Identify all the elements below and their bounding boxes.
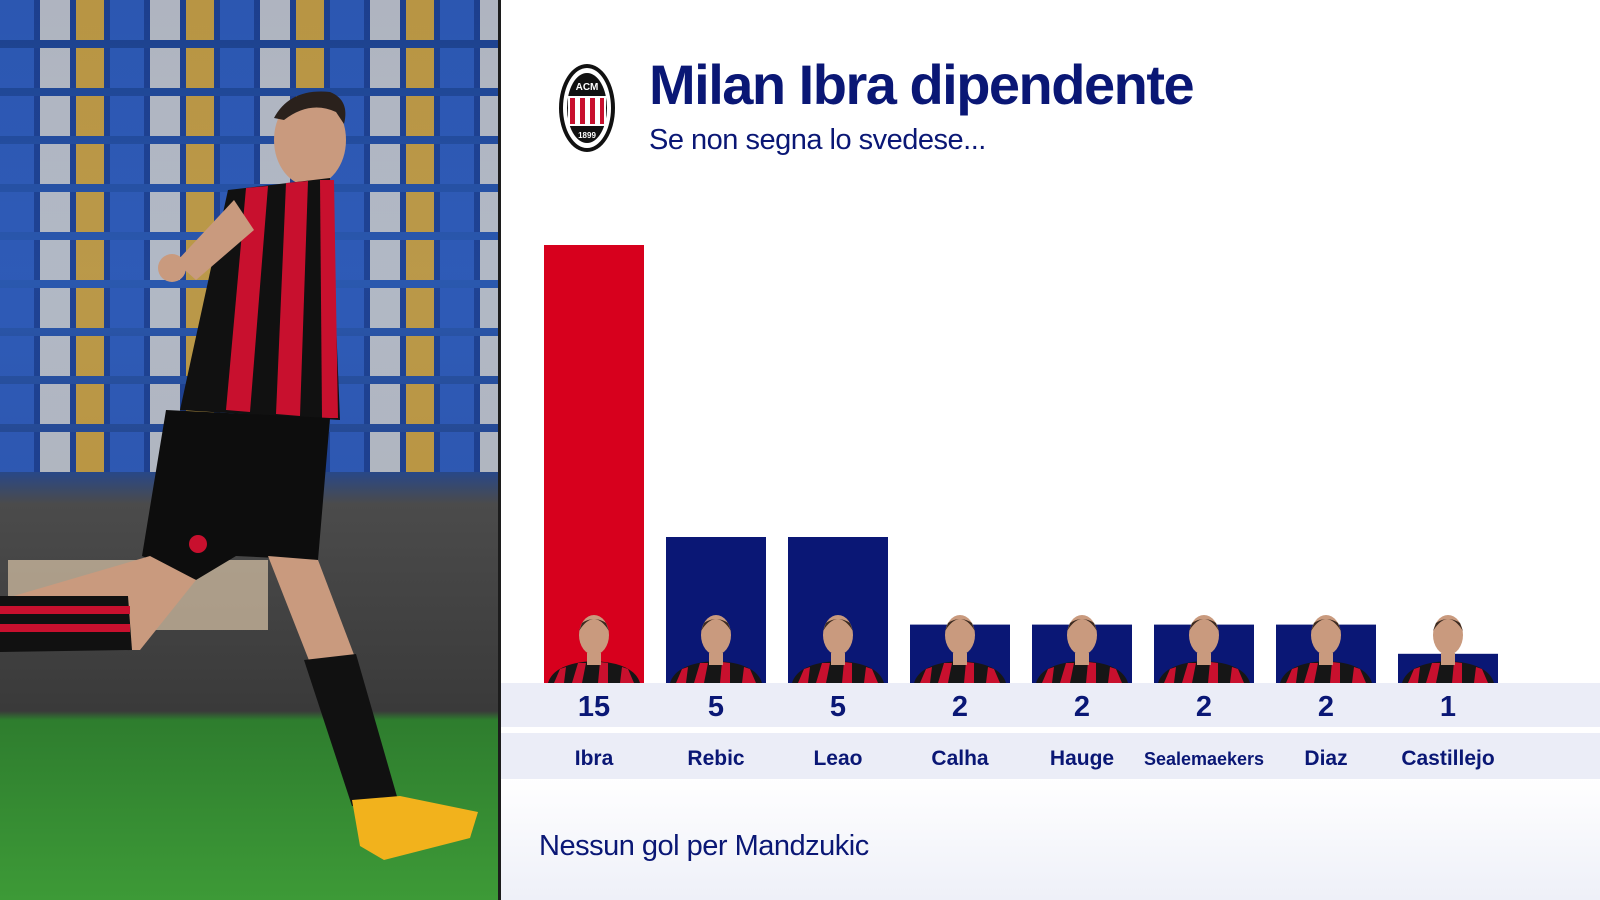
player-avatar-sealemaekers <box>1158 615 1250 683</box>
player-avatar-hauge <box>1036 615 1128 683</box>
value-band <box>501 683 1600 727</box>
value-label-hauge: 2 <box>1074 691 1090 723</box>
bar-ibra <box>544 245 644 683</box>
value-label-leao: 5 <box>830 691 846 723</box>
category-label-castillejo: Castillejo <box>1401 747 1494 770</box>
category-label-ibra: Ibra <box>575 747 614 770</box>
crest-text: ACM <box>576 82 599 93</box>
crest-year: 1899 <box>578 131 596 140</box>
footer-band <box>501 778 1600 900</box>
value-label-sealemaekers: 2 <box>1196 691 1212 723</box>
category-label-calha: Calha <box>931 747 989 770</box>
value-label-diaz: 2 <box>1318 691 1334 723</box>
category-label-diaz: Diaz <box>1304 747 1347 770</box>
category-label-sealemaekers: Sealemaekers <box>1144 749 1264 769</box>
value-label-ibra: 15 <box>578 691 610 723</box>
player-avatar-rebic <box>670 615 762 683</box>
panel-divider <box>498 0 501 900</box>
value-label-castillejo: 1 <box>1440 691 1456 723</box>
ac-milan-crest-icon: ACM 1899 <box>559 64 615 152</box>
player-photo <box>0 0 498 900</box>
category-label-leao: Leao <box>813 747 862 770</box>
player-avatar-calha <box>914 615 1006 683</box>
player-figure <box>0 91 478 860</box>
info-panel: ACM 1899 Milan Ibra dipendente Se non se… <box>501 0 1600 900</box>
category-label-rebic: Rebic <box>687 747 745 770</box>
player-avatar-ibra <box>548 615 640 683</box>
page-title: Milan Ibra dipendente <box>649 53 1195 116</box>
category-band <box>501 733 1600 779</box>
category-label-hauge: Hauge <box>1050 747 1114 770</box>
value-label-calha: 2 <box>952 691 968 723</box>
chart-footnote: Nessun gol per Mandzukic <box>539 830 869 862</box>
player-avatar-diaz <box>1280 615 1372 683</box>
player-avatar-castillejo <box>1402 615 1494 683</box>
bar-chart: 15 Ibra 5 Rebic 5 Leao 2 Calha 2 Hauge 2 Sealemaeke… <box>501 245 1600 779</box>
player-avatar-leao <box>792 615 884 683</box>
page-subtitle: Se non segna lo svedese... <box>649 124 986 156</box>
value-label-rebic: 5 <box>708 691 724 723</box>
